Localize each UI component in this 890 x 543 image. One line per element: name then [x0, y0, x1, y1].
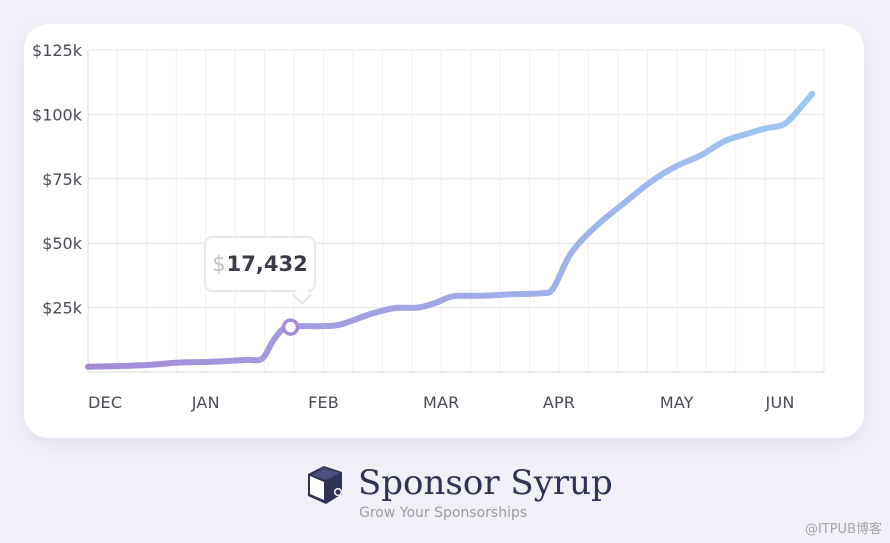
x-tick-label: JAN [191, 393, 220, 412]
revenue-line-chart: $25k $50k $75k $100k $125k DEC JAN FEB MAR APR MA… [32, 41, 825, 412]
syrup-box-icon [308, 466, 342, 504]
x-axis-tick-labels: DEC JAN FEB MAR APR MAY JUN [88, 393, 795, 412]
x-tick-label: APR [543, 393, 575, 412]
revenue-series-line [85, 90, 816, 370]
watermark-text: @ITPUB博客 [804, 522, 882, 537]
brand-tagline: Grow Your Sponsorships [359, 505, 528, 521]
x-tick-label: DEC [88, 393, 122, 412]
axis-lines [87, 50, 825, 373]
grid-lines [88, 49, 824, 372]
y-tick-label: $25k [42, 299, 83, 318]
chart-card: $25k $50k $75k $100k $125k DEC JAN FEB MAR APR MA… [24, 24, 864, 438]
highlight-point [281, 318, 300, 336]
brand-name: Sponsor Syrup [358, 463, 613, 503]
x-tick-label: FEB [308, 393, 339, 412]
highlight-layer [281, 318, 300, 336]
x-tick-label: JUN [765, 393, 795, 412]
tooltip-currency: $ [212, 252, 226, 276]
brand-lockup: Sponsor Syrup Grow Your Sponsorships [304, 462, 624, 524]
y-axis-tick-labels: $25k $50k $75k $100k $125k [32, 41, 83, 318]
x-tick-label: MAR [423, 393, 459, 412]
y-tick-label: $125k [32, 41, 83, 60]
y-tick-label: $75k [42, 170, 83, 189]
x-tick-label: MAY [660, 393, 694, 412]
value-tooltip: $ 17,432 [204, 236, 316, 292]
series-layer [85, 90, 816, 370]
y-tick-label: $100k [32, 105, 83, 124]
y-tick-label: $50k [42, 234, 83, 253]
tooltip-value: 17,432 [226, 252, 308, 276]
